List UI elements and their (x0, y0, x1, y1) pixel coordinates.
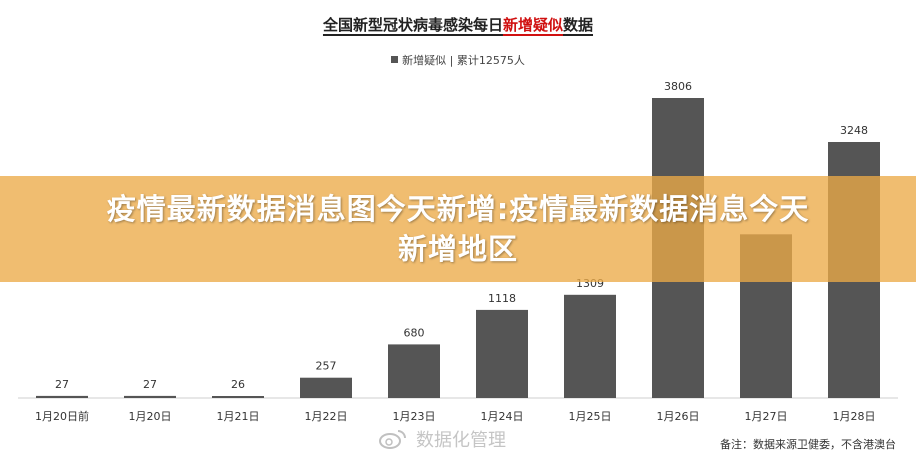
x-tick-label: 1月21日 (217, 410, 260, 423)
legend-text: 新增疑似 | 累计12575人 (402, 54, 525, 67)
x-tick-label: 1月24日 (481, 410, 524, 423)
x-tick-label: 1月28日 (833, 410, 876, 423)
x-tick-label: 1月20日 (129, 410, 172, 423)
data-label: 27 (143, 378, 157, 391)
x-tick-label: 1月25日 (569, 410, 612, 423)
bar (36, 395, 88, 398)
chart-title: 全国新型冠状病毒感染每日新增疑似数据 (0, 14, 916, 35)
x-tick-label: 1月26日 (657, 410, 700, 423)
bar (388, 344, 440, 398)
data-label: 26 (231, 378, 245, 391)
watermark: 数据化管理 (378, 426, 506, 452)
data-label: 1118 (488, 292, 516, 305)
title-highlight: 新增疑似 (502, 16, 563, 34)
legend-swatch (391, 56, 399, 63)
x-tick-label: 1月23日 (393, 410, 436, 423)
data-label: 3248 (840, 124, 868, 137)
data-label: 3806 (664, 80, 692, 93)
bar (564, 294, 616, 398)
data-label: 27 (55, 378, 69, 391)
bar (124, 395, 176, 398)
legend: 新增疑似 | 累计12575人 (0, 52, 916, 68)
bar (476, 309, 528, 398)
x-tick-label: 1月22日 (305, 410, 348, 423)
banner-line-2: 新增地区 (397, 232, 518, 266)
headline-banner: 疫情最新数据消息图今天新增:疫情最新数据消息今天 新增地区 (0, 176, 916, 282)
x-tick-label: 1月27日 (745, 410, 788, 423)
footnote: 备注：数据来源卫健委，不含港澳台 (720, 438, 896, 451)
data-label: 680 (404, 326, 425, 339)
data-label: 257 (316, 360, 337, 373)
bar (212, 396, 264, 398)
weibo-icon (379, 430, 406, 449)
title-tail: 数据 (563, 16, 594, 34)
title-main: 全国新型冠状病毒感染每日 (322, 16, 503, 34)
x-tick-label: 1月20日前 (35, 409, 89, 423)
banner-line-1: 疫情最新数据消息图今天新增:疫情最新数据消息今天 (106, 192, 810, 226)
bar (300, 377, 352, 398)
watermark-text: 数据化管理 (416, 430, 506, 451)
